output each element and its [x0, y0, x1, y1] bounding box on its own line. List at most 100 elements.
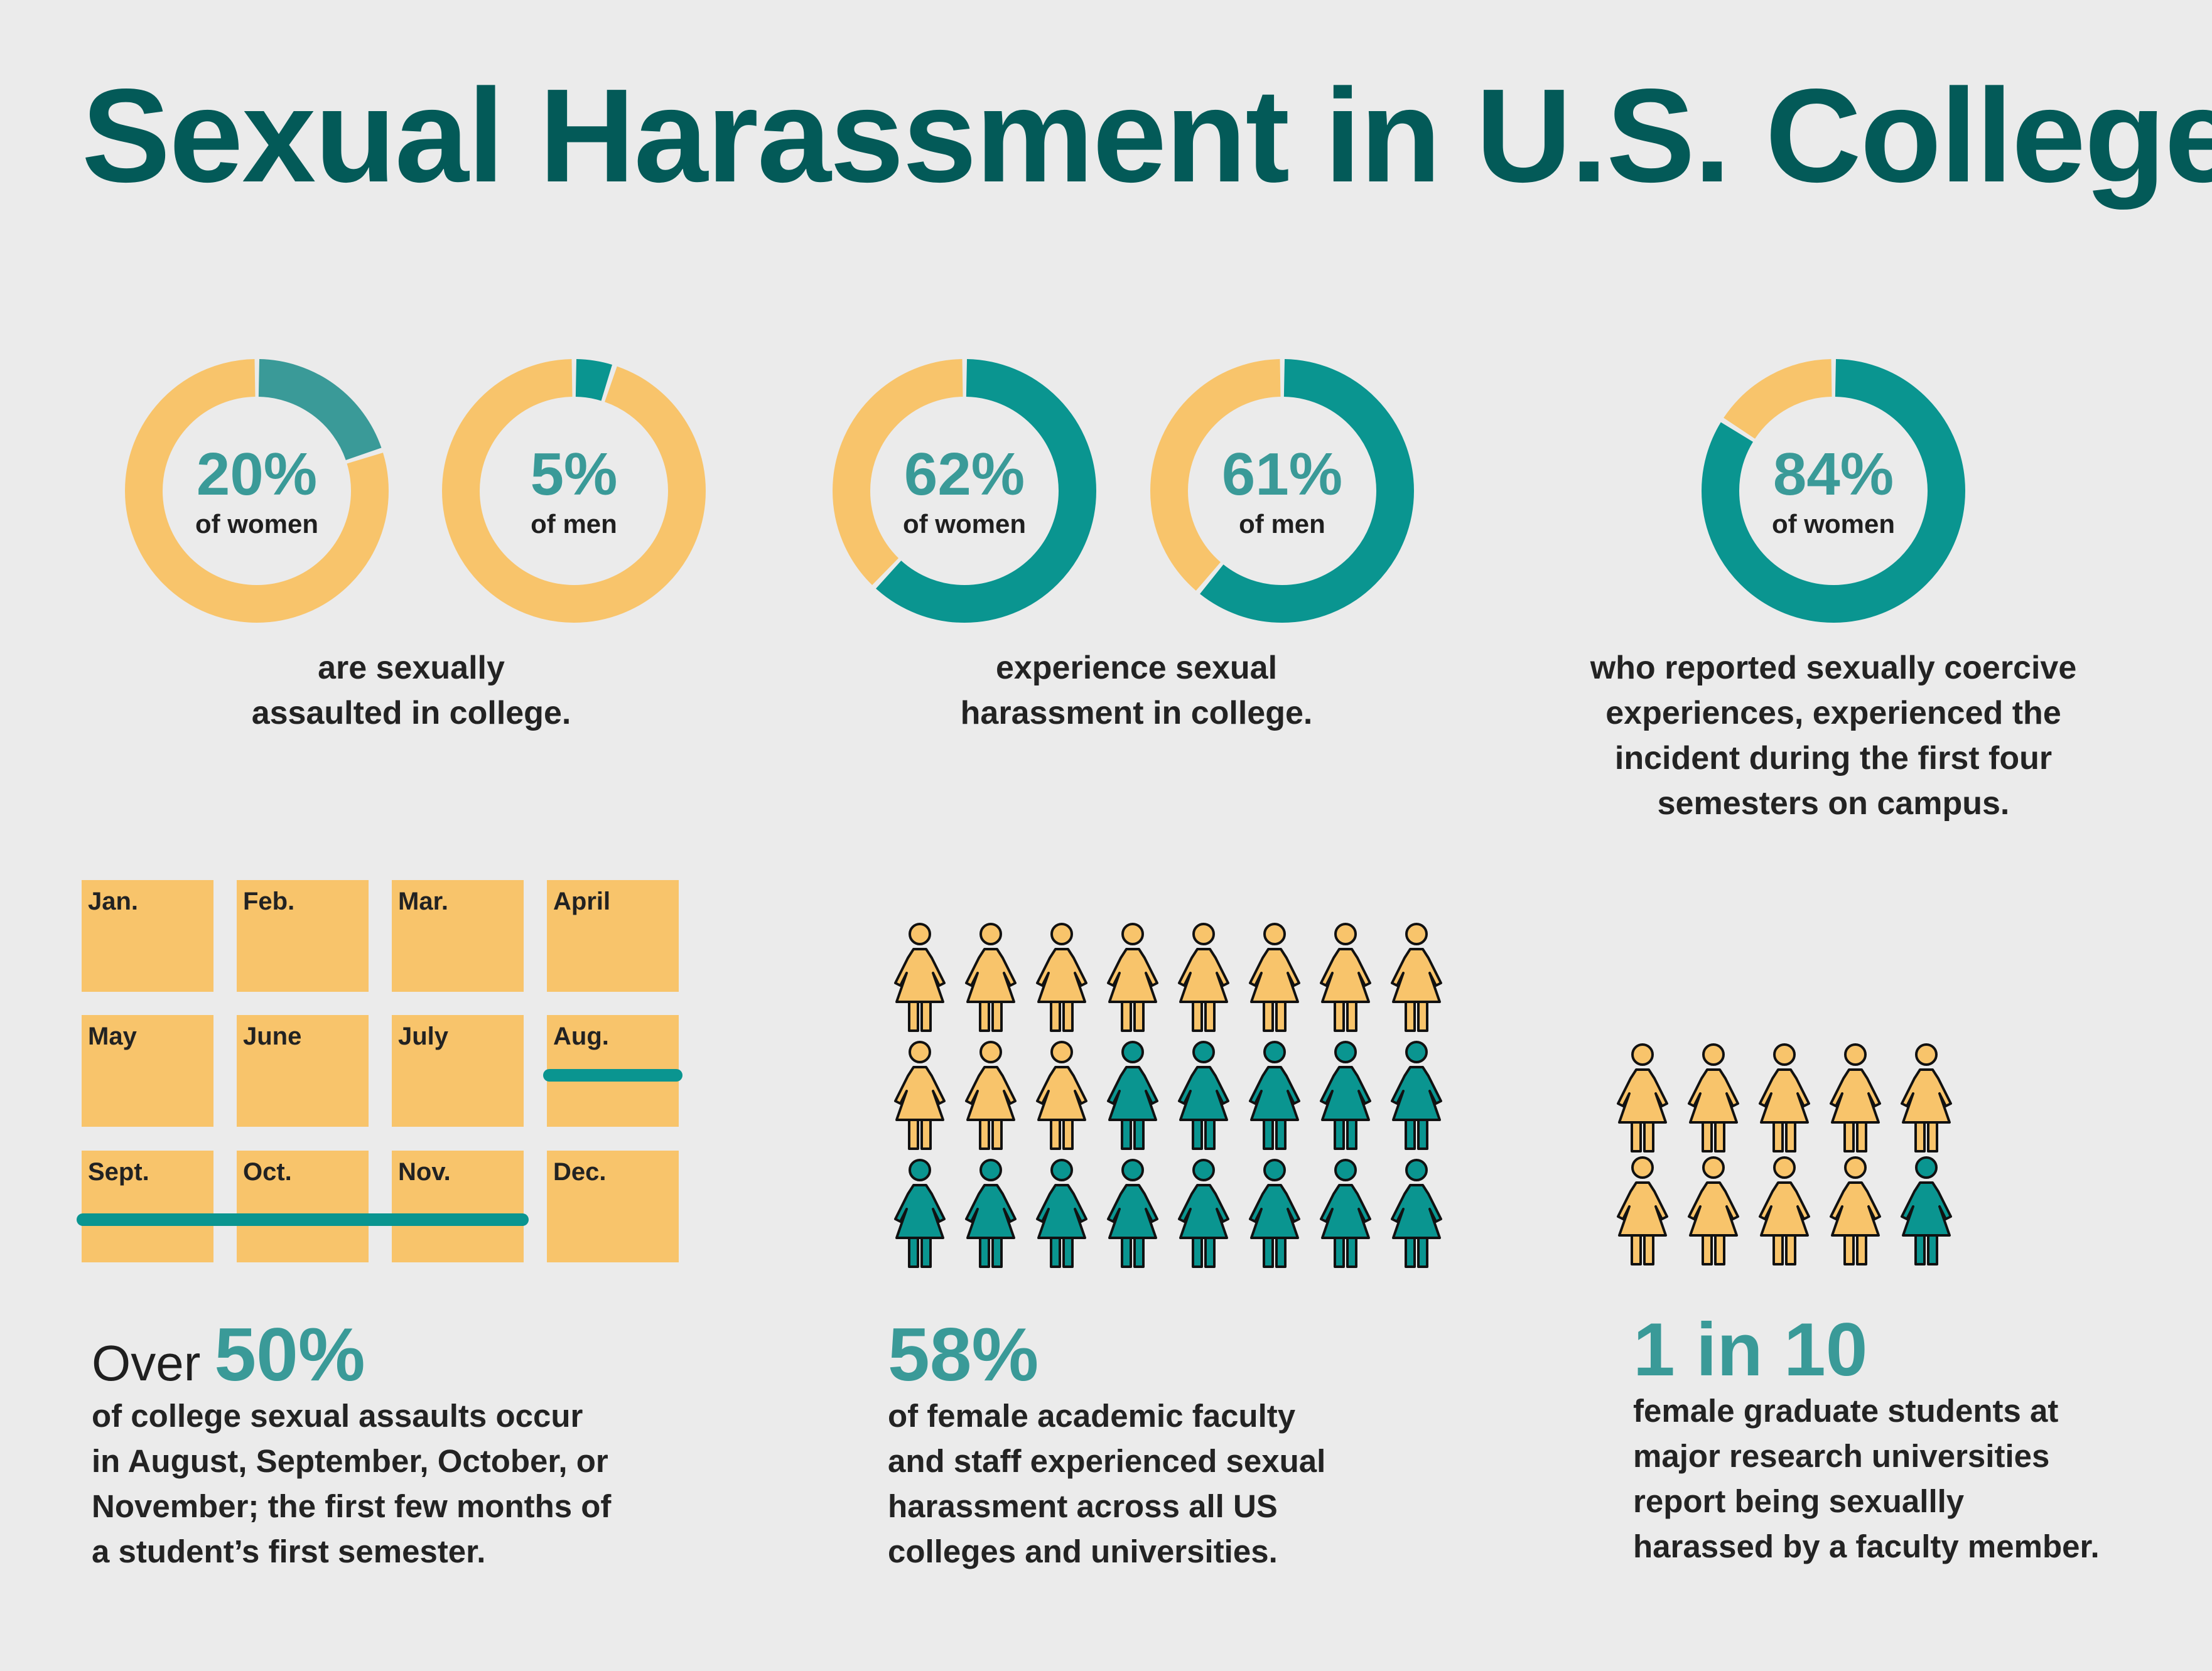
- donut-group: of men: [1239, 509, 1325, 539]
- person-icon-highlighted: [1246, 1040, 1303, 1153]
- person-icon: [1827, 1042, 1884, 1155]
- donut-segment-highlight: [833, 359, 1096, 623]
- page-title: Sexual Harassment in U.S. Colleges: [82, 61, 2212, 210]
- donut-segment-rest: [833, 359, 1096, 623]
- caption-line: harassment in college.: [960, 695, 1313, 731]
- person-icon: [1104, 921, 1161, 1034]
- person-icon: [1388, 921, 1445, 1034]
- month-label: Aug.: [553, 1023, 609, 1050]
- person-icon-highlighted: [1317, 1040, 1374, 1153]
- person-icon-highlighted: [1388, 1040, 1445, 1153]
- month-feb: Feb.: [237, 880, 369, 992]
- caption-line: experiences, experienced the: [1605, 695, 2061, 731]
- stat-line: colleges and universities.: [888, 1534, 1278, 1569]
- donut-group: of women: [903, 509, 1026, 539]
- stat-calendar: Over 50% of college sexual assaults occu…: [92, 1317, 720, 1574]
- month-jan: Jan.: [82, 880, 213, 992]
- person-icon: [1614, 1042, 1671, 1155]
- person-icon-highlighted: [1388, 1158, 1445, 1271]
- caption-assault: are sexually assaulted in college.: [182, 645, 640, 736]
- donut-ring: [833, 359, 1096, 623]
- donut-segment-highlight: [1150, 359, 1414, 623]
- person-icon-highlighted: [1033, 1158, 1090, 1271]
- person-icon: [892, 921, 948, 1034]
- caption-line: semesters on campus.: [1657, 785, 2010, 822]
- month-jun: June: [237, 1015, 369, 1127]
- caption-line: are sexually: [318, 650, 505, 686]
- donut-ring: [1702, 359, 1965, 623]
- caption-coercive: who reported sexually coercive experienc…: [1532, 645, 2135, 826]
- stat-line: of female academic faculty: [888, 1398, 1296, 1434]
- donut-percent: 5%: [530, 441, 618, 508]
- month-label: July: [398, 1023, 449, 1050]
- month-label: Sept.: [88, 1158, 149, 1186]
- month-label: May: [88, 1023, 137, 1050]
- person-icon: [1756, 1042, 1813, 1155]
- stat-line: November; the first few months of: [92, 1488, 612, 1524]
- donut-group: of women: [1772, 509, 1895, 539]
- stat-line: female graduate students at: [1633, 1393, 2059, 1429]
- donut-segment-rest: [442, 359, 706, 623]
- month-label: Feb.: [243, 888, 295, 915]
- month-label: Oct.: [243, 1158, 292, 1186]
- person-icon: [1033, 1040, 1090, 1153]
- person-icon: [1033, 921, 1090, 1034]
- donut-group: of men: [531, 509, 617, 539]
- person-icon: [1317, 921, 1374, 1034]
- donut-percent: 61%: [1221, 441, 1343, 508]
- stat-line: a student’s first semester.: [92, 1534, 486, 1569]
- donut-ring: [442, 359, 706, 623]
- stat-value: 1 in 10: [1633, 1308, 1868, 1392]
- donut-women-coercive: 84% of women: [1698, 356, 1968, 626]
- donut-women-assaulted: 20% of women: [122, 356, 392, 626]
- stat-line: harassed by a faculty member.: [1633, 1529, 2100, 1564]
- person-icon-highlighted: [1104, 1040, 1161, 1153]
- stat-value: 58%: [888, 1313, 1039, 1397]
- stat-line: report being sexuallly: [1633, 1483, 1965, 1519]
- donut-segment-highlight: [1702, 359, 1965, 623]
- stat-value: 50%: [214, 1313, 365, 1397]
- month-dec: Dec.: [547, 1151, 679, 1262]
- month-label: June: [243, 1023, 302, 1050]
- highlight-bar-aug: [543, 1069, 682, 1082]
- donut-percent: 84%: [1772, 441, 1894, 508]
- caption-line: experience sexual: [995, 650, 1278, 686]
- month-sep: Sept.: [82, 1151, 213, 1262]
- stat-prefix: Over: [92, 1335, 201, 1391]
- donut-ring: [125, 359, 389, 623]
- caption-harassment: experience sexual harassment in college.: [892, 645, 1381, 736]
- donut-men-assaulted: 5% of men: [439, 356, 709, 626]
- person-icon: [1898, 1042, 1955, 1155]
- highlight-bar-sep-nov: [77, 1213, 529, 1226]
- person-icon: [1685, 1155, 1742, 1268]
- person-icon: [1175, 921, 1232, 1034]
- person-icon-highlighted: [1104, 1158, 1161, 1271]
- person-icon-highlighted: [892, 1158, 948, 1271]
- month-may: May: [82, 1015, 213, 1127]
- stat-line: in August, September, October, or: [92, 1443, 608, 1479]
- stat-line: and staff experienced sexual: [888, 1443, 1326, 1479]
- stat-line: of college sexual assaults occur: [92, 1398, 583, 1434]
- month-label: Mar.: [398, 888, 449, 915]
- person-icon: [1756, 1155, 1813, 1268]
- month-label: Nov.: [398, 1158, 451, 1186]
- donut-ring: [1150, 359, 1414, 623]
- month-label: Jan.: [88, 888, 139, 915]
- person-icon: [1614, 1155, 1671, 1268]
- donut-men-harassed: 61% of men: [1147, 356, 1417, 626]
- stat-faculty: 58% of female academic faculty and staff…: [888, 1317, 1453, 1574]
- month-mar: Mar.: [392, 880, 524, 992]
- person-icon: [1827, 1155, 1884, 1268]
- donut-segment-rest: [125, 359, 389, 623]
- month-jul: July: [392, 1015, 524, 1127]
- caption-line: assaulted in college.: [251, 695, 571, 731]
- person-icon-highlighted: [1898, 1155, 1955, 1268]
- person-icon-highlighted: [1317, 1158, 1374, 1271]
- stat-line: major research universities: [1633, 1438, 2050, 1474]
- stat-grad: 1 in 10 female graduate students at majo…: [1633, 1312, 2198, 1569]
- month-label: April: [553, 888, 611, 915]
- person-icon-highlighted: [1175, 1158, 1232, 1271]
- person-icon: [1685, 1042, 1742, 1155]
- month-nov: Nov.: [392, 1151, 524, 1262]
- person-icon: [1246, 921, 1303, 1034]
